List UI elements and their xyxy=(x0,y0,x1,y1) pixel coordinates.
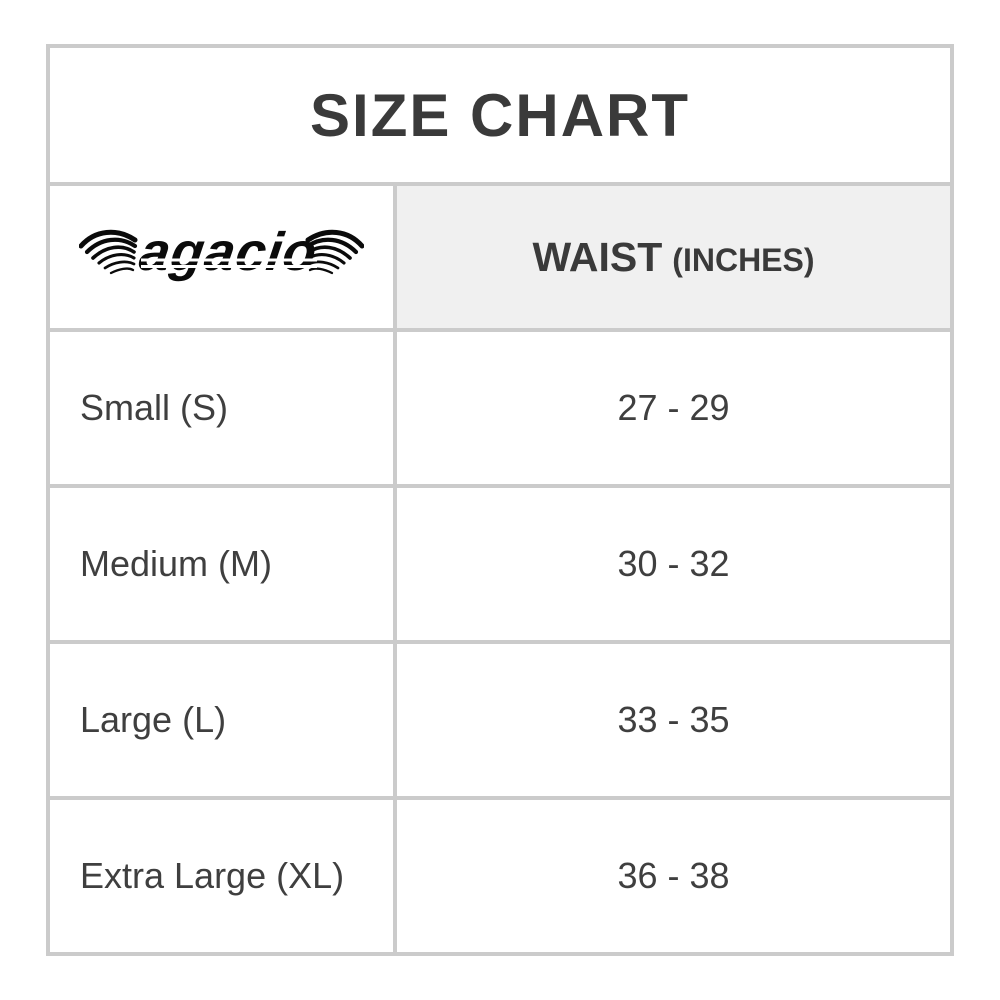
size-label: Medium (M) xyxy=(80,543,273,584)
waist-value: 36 - 38 xyxy=(617,855,730,896)
logo-wordmark: agacio xyxy=(136,228,321,282)
size-label: Extra Large (XL) xyxy=(80,855,345,896)
table-row-large: Large (L) 33 - 35 xyxy=(50,644,950,800)
agacio-logo-icon: agacio xyxy=(79,228,364,282)
size-cell: Small (S) xyxy=(50,332,397,484)
waist-header-cell: WAIST (INCHES) xyxy=(397,186,950,328)
table-row-small: Small (S) 27 - 29 xyxy=(50,332,950,488)
size-cell: Medium (M) xyxy=(50,488,397,640)
page-title: SIZE CHART xyxy=(310,81,690,149)
waist-value: 27 - 29 xyxy=(617,387,730,428)
table-row-medium: Medium (M) 30 - 32 xyxy=(50,488,950,644)
waist-cell: 33 - 35 xyxy=(397,644,950,796)
table-row-extra-large: Extra Large (XL) 36 - 38 xyxy=(50,800,950,952)
waist-header-label: WAIST xyxy=(532,233,663,280)
waist-header-unit: (INCHES) xyxy=(672,241,815,278)
waist-value: 30 - 32 xyxy=(617,543,730,584)
waist-cell: 36 - 38 xyxy=(397,800,950,952)
size-chart-table: SIZE CHART xyxy=(46,44,954,956)
size-cell: Large (L) xyxy=(50,644,397,796)
waist-column-header: WAIST (INCHES) xyxy=(532,234,814,281)
waist-cell: 30 - 32 xyxy=(397,488,950,640)
size-label: Small (S) xyxy=(80,387,229,428)
title-row: SIZE CHART xyxy=(50,48,950,186)
waist-value: 33 - 35 xyxy=(617,699,730,740)
table-header-row: agacio WAIST (INCHES) xyxy=(50,186,950,332)
logo-speed-stripe xyxy=(141,265,317,268)
size-cell: Extra Large (XL) xyxy=(50,800,397,952)
logo-speed-stripe xyxy=(141,258,317,262)
size-label: Large (L) xyxy=(80,699,227,740)
brand-header-cell: agacio xyxy=(50,186,397,328)
waist-cell: 27 - 29 xyxy=(397,332,950,484)
